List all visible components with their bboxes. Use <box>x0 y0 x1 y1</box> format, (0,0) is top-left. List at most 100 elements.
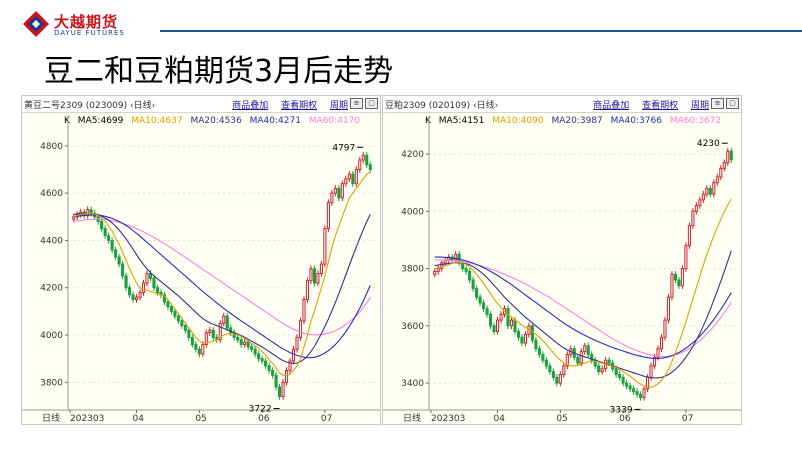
candle-body <box>433 270 437 275</box>
x-tick-label: 07 <box>682 414 693 424</box>
expand-icon[interactable]: ▢ <box>726 98 739 109</box>
candle-body <box>454 253 458 261</box>
candle-body <box>698 199 702 207</box>
candle-body <box>180 320 184 327</box>
candle-body <box>236 336 240 341</box>
candle-body <box>110 239 114 251</box>
candle-body <box>201 344 205 355</box>
candle-body <box>548 365 552 373</box>
candle-body <box>708 187 712 195</box>
overlay-link[interactable]: 商品叠加 <box>232 101 269 111</box>
candle-body <box>726 150 730 164</box>
candle-body <box>705 187 709 195</box>
candle-body <box>492 325 496 333</box>
candle-body <box>148 273 153 279</box>
candle-body <box>642 388 646 398</box>
candle-body <box>176 315 180 322</box>
candle-body <box>347 173 351 180</box>
candle-body <box>187 329 191 338</box>
candle-body <box>499 313 503 321</box>
candle-body <box>562 365 566 376</box>
candle-body <box>124 275 128 289</box>
ma40-label: MA40:3766 <box>610 116 662 126</box>
candle-body <box>103 228 107 237</box>
candle-body <box>323 228 327 265</box>
x-tick-label: 05 <box>195 414 206 424</box>
candle-body <box>687 225 691 247</box>
ma20-label: MA20:4536 <box>190 116 242 126</box>
candle-body <box>625 382 629 387</box>
ma10-line <box>73 171 371 376</box>
options-link[interactable]: 查看期权 <box>281 101 318 111</box>
candlestick-chart[interactable]: 3800 4000 4200 4400 4600 4800 202303 04 05 06 07 日线… <box>22 112 380 424</box>
ma20-line <box>73 212 371 364</box>
candle-body <box>618 374 622 378</box>
candle-body <box>475 288 479 298</box>
restore-icon[interactable]: ≡ <box>711 98 724 109</box>
candle-body <box>597 365 601 373</box>
header-divider <box>160 30 802 32</box>
candle-body <box>520 336 524 344</box>
y-tick-label: 4200 <box>401 150 424 160</box>
candle-body <box>555 376 559 384</box>
x-tick-label: 06 <box>258 414 270 424</box>
candle-body <box>722 162 726 169</box>
candle-body <box>652 356 657 367</box>
toolbar-links: 商品叠加 查看期权 周期 <box>222 98 348 111</box>
candle-body <box>295 336 299 350</box>
candle-body <box>128 287 132 296</box>
candle-body <box>541 353 545 361</box>
candle-body <box>253 348 257 355</box>
candle-body <box>173 310 177 317</box>
period-link[interactable]: 周期 <box>690 101 709 111</box>
candle-body <box>326 202 330 230</box>
candle-body <box>225 315 229 329</box>
candle-body <box>506 308 510 327</box>
candle-body <box>691 210 695 227</box>
candle-body <box>516 331 521 338</box>
candle-body <box>194 344 198 350</box>
candle-body <box>211 329 215 338</box>
period-link[interactable]: 周期 <box>329 101 348 111</box>
candle-body <box>166 301 170 308</box>
candle-body <box>365 154 369 166</box>
candle-body <box>302 299 306 322</box>
candle-body <box>260 358 264 362</box>
ma-legend: K MA5:4151 MA10:4090 MA20:3987 MA40:3766… <box>425 116 726 126</box>
candle-body <box>495 319 500 333</box>
candle-body <box>673 273 677 281</box>
candlestick-chart[interactable]: 3400 3600 3800 4000 4200 202303 04 05 06 07 日线 4230… <box>383 112 741 424</box>
expand-icon[interactable]: ▢ <box>365 98 378 109</box>
candle-body <box>288 360 292 372</box>
candle-body <box>145 273 149 284</box>
high-label: 4797 <box>332 143 355 153</box>
low-label: 3722 <box>249 405 272 415</box>
ma10-label: MA10:4090 <box>492 116 544 126</box>
ma40-line <box>434 256 732 360</box>
y-tick-label: 4800 <box>40 142 63 152</box>
candle-body <box>274 374 278 388</box>
candle-body <box>576 356 580 364</box>
candle-body <box>485 308 489 315</box>
overlay-link[interactable]: 商品叠加 <box>593 101 630 111</box>
candle-body <box>114 249 118 258</box>
candle-body <box>590 353 594 361</box>
candle-body <box>250 346 254 350</box>
logo-mark-icon <box>23 11 49 37</box>
candle-body <box>701 193 705 201</box>
options-link[interactable]: 查看期权 <box>642 101 679 111</box>
chart-panel-soymeal: 豆粕2309 (020109) ‹日线› 商品叠加 查看期权 周期 ≡ ▢ K M… <box>382 95 742 425</box>
candle-body <box>204 332 208 346</box>
candle-body <box>478 296 482 304</box>
candle-body <box>489 313 493 327</box>
logo-text-en: DAYUE FUTURES <box>54 29 125 37</box>
restore-icon[interactable]: ≡ <box>350 98 363 109</box>
candle-body <box>468 270 472 281</box>
candle-body <box>537 348 541 355</box>
candle-body <box>621 376 625 384</box>
candle-body <box>141 282 146 293</box>
chart-name: 豆粕2309 (020109) ‹日线› <box>385 101 499 111</box>
candle-body <box>197 348 201 355</box>
ma5-label: MA5:4151 <box>438 116 485 126</box>
ma5-label: MA5:4699 <box>77 116 124 126</box>
